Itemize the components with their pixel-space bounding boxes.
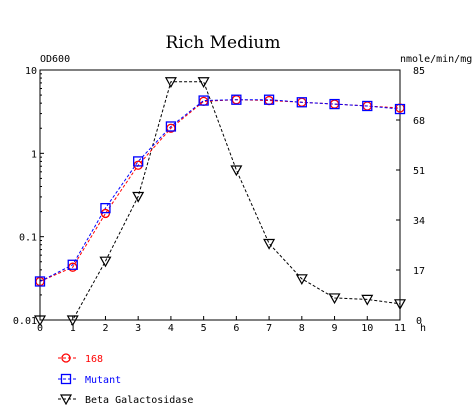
- y-right-tick-label: 17: [413, 266, 425, 277]
- x-tick-label: 4: [168, 323, 174, 334]
- x-tick-label: 5: [201, 323, 207, 334]
- data-point-mutant: [133, 156, 144, 167]
- y-right-tick-label: 85: [413, 66, 425, 77]
- x-tick-label: 7: [266, 323, 272, 334]
- data-point-mutant: [67, 259, 78, 270]
- data-point-beta-galactosidase: [393, 299, 407, 311]
- legend-label: 168: [85, 354, 103, 365]
- x-tick-label: 1: [70, 323, 76, 334]
- y-right-tick-label: 68: [413, 116, 425, 127]
- data-point-beta-galactosidase: [132, 191, 145, 203]
- x-axis-unit-label: h: [420, 323, 426, 334]
- y-left-tick-label: 0.1: [19, 233, 37, 244]
- y-left-axis-label: OD600: [40, 54, 70, 65]
- x-tick-label: 9: [332, 323, 338, 334]
- data-point-beta-galactosidase: [33, 315, 47, 327]
- x-tick-label: 6: [233, 323, 239, 334]
- x-tick-label: 10: [361, 323, 373, 334]
- x-tick-label: 8: [299, 323, 305, 334]
- series-line-mutant: [39, 99, 401, 282]
- data-point-mutant: [329, 98, 340, 110]
- x-tick-label: 11: [394, 323, 406, 334]
- data-point-beta-galactosidase: [361, 294, 374, 306]
- y-right-axis-label: nmole/min/mg: [400, 54, 472, 65]
- legend-marker: [60, 373, 72, 385]
- y-right-tick-label: 34: [413, 216, 425, 227]
- data-point-mutant: [362, 100, 373, 112]
- legend-label: Beta Galactosidase: [85, 395, 193, 405]
- x-tick-label: 2: [102, 323, 108, 334]
- legend-label: Mutant: [85, 375, 121, 386]
- data-point-mutant: [100, 202, 111, 214]
- y-right-tick-label: 51: [413, 166, 425, 177]
- legend-marker: [59, 394, 73, 405]
- legend-marker: [61, 353, 71, 363]
- data-point-mutant: [296, 97, 307, 108]
- y-left-tick-label: 10: [25, 66, 37, 77]
- data-point-beta-galactosidase: [295, 274, 308, 286]
- data-point-mutant: [165, 121, 177, 132]
- chart-title: Rich Medium: [166, 33, 281, 53]
- data-point-beta-galactosidase: [99, 256, 112, 268]
- x-tick-label: 0: [37, 323, 43, 334]
- y-left-tick-label: 1: [31, 149, 37, 160]
- data-point-beta-galactosidase: [66, 315, 79, 327]
- y-left-tick-label: 0.01: [13, 316, 37, 327]
- data-point-beta-galactosidase: [230, 165, 243, 177]
- series-line-beta-galactosidase: [40, 81, 401, 321]
- data-point-mutant: [263, 94, 275, 105]
- data-point-beta-galactosidase: [164, 77, 177, 89]
- data-point-168: [100, 208, 111, 219]
- data-point-mutant: [231, 94, 242, 105]
- y-right-tick-label: 0: [416, 316, 422, 327]
- data-point-mutant: [34, 276, 46, 287]
- x-tick-label: 3: [135, 323, 141, 334]
- plot-area: [39, 69, 401, 321]
- data-point-beta-galactosidase: [328, 293, 341, 305]
- data-point-beta-galactosidase: [263, 238, 276, 250]
- data-point-beta-galactosidase: [197, 77, 210, 89]
- data-point-mutant: [394, 103, 406, 115]
- data-point-mutant: [198, 95, 209, 106]
